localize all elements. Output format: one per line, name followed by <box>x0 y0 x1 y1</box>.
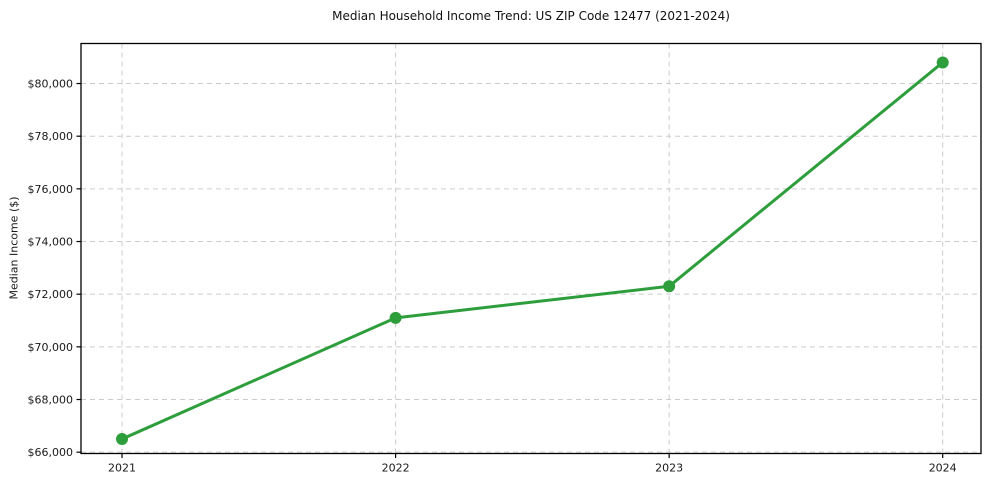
y-tick-label: $78,000 <box>28 130 74 143</box>
y-tick-label: $66,000 <box>28 446 74 459</box>
y-axis-label: Median Income ($) <box>7 196 21 300</box>
data-point-2023 <box>663 280 676 293</box>
x-tick-label: 2023 <box>655 462 683 475</box>
y-tick-label: $68,000 <box>28 394 74 407</box>
plot-border <box>80 42 982 455</box>
y-tick-label: $74,000 <box>28 236 74 249</box>
y-tick-label: $76,000 <box>28 183 74 196</box>
y-tick-label: $72,000 <box>28 288 74 301</box>
data-point-2024 <box>936 56 949 69</box>
x-tick-label: 2022 <box>382 462 410 475</box>
data-point-2021 <box>116 433 129 446</box>
x-tick-label: 2024 <box>929 462 957 475</box>
x-tick-label: 2021 <box>108 462 136 475</box>
trend-line <box>120 60 945 441</box>
y-tick-label: $70,000 <box>28 341 74 354</box>
y-tick-label: $80,000 <box>28 78 74 91</box>
data-point-2022 <box>389 311 402 324</box>
chart-title: Median Household Income Trend: US ZIP Co… <box>332 9 730 23</box>
